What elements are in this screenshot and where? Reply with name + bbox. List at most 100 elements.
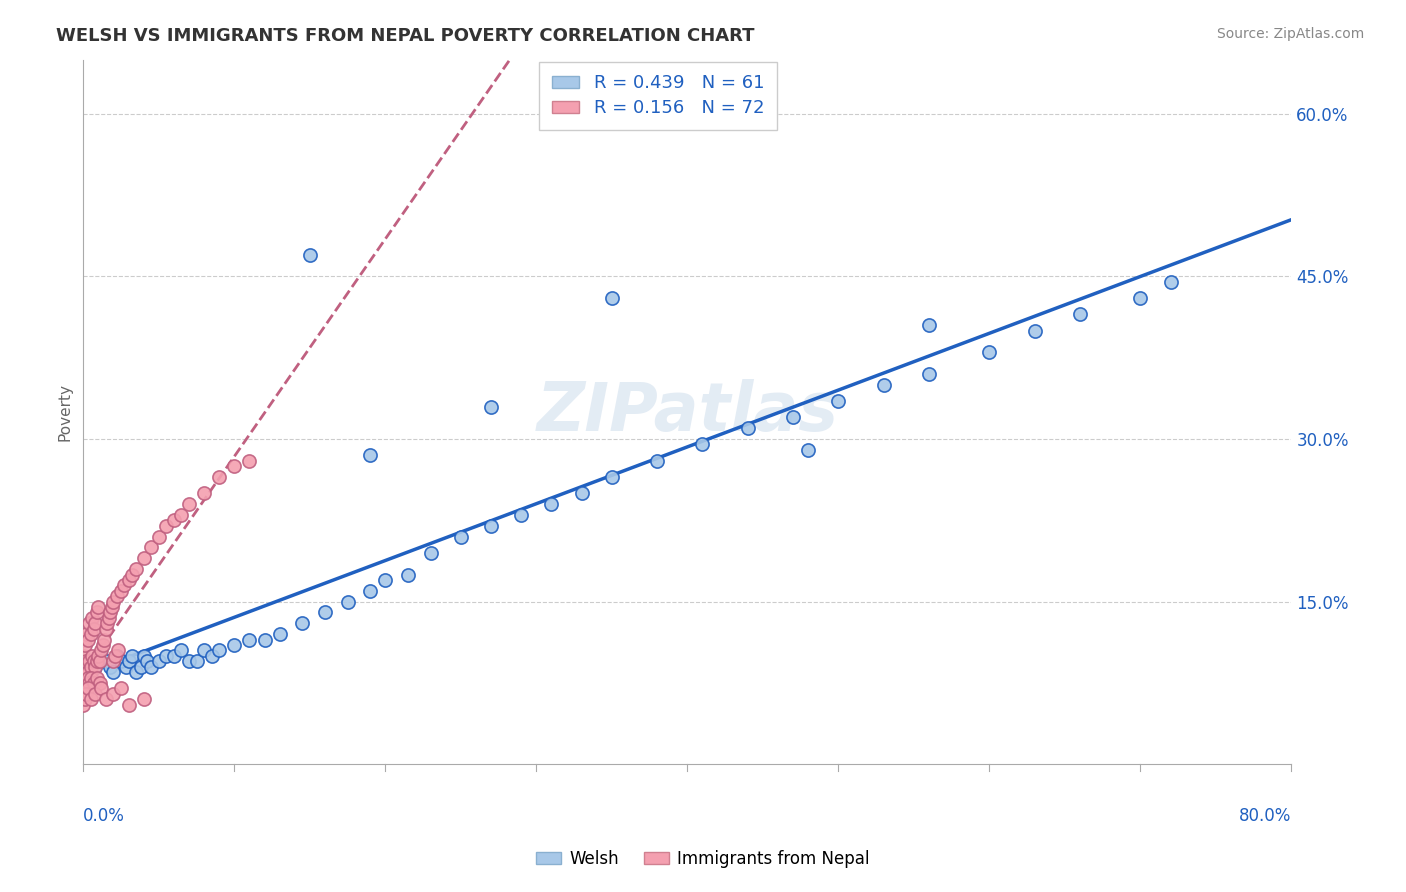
Point: [83, 654, 105, 668]
Text: 0.0%: 0.0%: [83, 806, 125, 824]
Point: [86, 654, 108, 668]
Point: [359, 448, 381, 462]
Point: [1024, 324, 1046, 338]
Point: [269, 627, 291, 641]
Point: [193, 486, 215, 500]
Point: [121, 567, 143, 582]
Point: [238, 454, 260, 468]
Point: [600, 291, 623, 305]
Point: [155, 648, 177, 663]
Y-axis label: Poverty: Poverty: [58, 383, 72, 441]
Point: [298, 248, 321, 262]
Point: [979, 345, 1001, 359]
Point: [208, 470, 231, 484]
Point: [75, 627, 97, 641]
Point: [103, 665, 125, 679]
Point: [80, 665, 103, 679]
Text: WELSH VS IMMIGRANTS FROM NEPAL POVERTY CORRELATION CHART: WELSH VS IMMIGRANTS FROM NEPAL POVERTY C…: [56, 27, 755, 45]
Point: [80, 692, 103, 706]
Point: [359, 583, 381, 598]
Point: [782, 410, 804, 425]
Point: [100, 606, 122, 620]
Point: [82, 648, 104, 663]
Legend: Welsh, Immigrants from Nepal: Welsh, Immigrants from Nepal: [530, 844, 876, 875]
Point: [75, 676, 97, 690]
Point: [82, 611, 104, 625]
Point: [117, 698, 139, 712]
Point: [148, 654, 170, 668]
Text: 80.0%: 80.0%: [1239, 806, 1292, 824]
Point: [918, 318, 941, 333]
Point: [84, 616, 107, 631]
Point: [193, 643, 215, 657]
Point: [80, 659, 103, 673]
Point: [117, 654, 139, 668]
Point: [170, 643, 193, 657]
Point: [87, 600, 110, 615]
Point: [1160, 275, 1182, 289]
Point: [125, 562, 148, 576]
Point: [73, 638, 96, 652]
Point: [314, 606, 336, 620]
Point: [374, 573, 396, 587]
Point: [224, 459, 246, 474]
Point: [645, 454, 668, 468]
Point: [510, 508, 533, 522]
Point: [79, 616, 101, 631]
Point: [94, 654, 117, 668]
Point: [76, 681, 98, 696]
Point: [84, 687, 107, 701]
Point: [1129, 291, 1152, 305]
Point: [76, 665, 98, 679]
Point: [336, 594, 359, 608]
Point: [80, 627, 103, 641]
Point: [84, 659, 107, 673]
Point: [135, 654, 157, 668]
Point: [571, 486, 593, 500]
Point: [129, 659, 152, 673]
Point: [692, 437, 714, 451]
Point: [141, 659, 163, 673]
Point: [163, 648, 186, 663]
Text: Source: ZipAtlas.com: Source: ZipAtlas.com: [1216, 27, 1364, 41]
Point: [450, 530, 472, 544]
Point: [827, 394, 849, 409]
Point: [148, 530, 170, 544]
Point: [105, 589, 128, 603]
Point: [1069, 307, 1091, 321]
Point: [103, 654, 125, 668]
Point: [114, 659, 136, 673]
Point: [105, 648, 128, 663]
Point: [291, 616, 314, 631]
Point: [479, 400, 502, 414]
Point: [125, 665, 148, 679]
Point: [83, 676, 105, 690]
Point: [72, 665, 94, 679]
Point: [110, 681, 132, 696]
Point: [100, 659, 122, 673]
Point: [132, 692, 155, 706]
Point: [73, 692, 96, 706]
Legend: R = 0.439   N = 61, R = 0.156   N = 72: R = 0.439 N = 61, R = 0.156 N = 72: [540, 62, 776, 130]
Point: [73, 659, 96, 673]
Point: [396, 567, 419, 582]
Point: [90, 643, 112, 657]
Point: [103, 687, 125, 701]
Point: [91, 638, 114, 652]
Point: [419, 546, 441, 560]
Point: [201, 648, 224, 663]
Point: [873, 377, 896, 392]
Point: [94, 622, 117, 636]
Point: [155, 518, 177, 533]
Point: [94, 692, 117, 706]
Point: [163, 513, 186, 527]
Point: [76, 632, 98, 647]
Point: [177, 497, 200, 511]
Text: ZIPatlas: ZIPatlas: [536, 379, 838, 445]
Point: [93, 632, 115, 647]
Point: [107, 643, 129, 657]
Point: [177, 654, 200, 668]
Point: [87, 648, 110, 663]
Point: [75, 687, 97, 701]
Point: [90, 648, 112, 663]
